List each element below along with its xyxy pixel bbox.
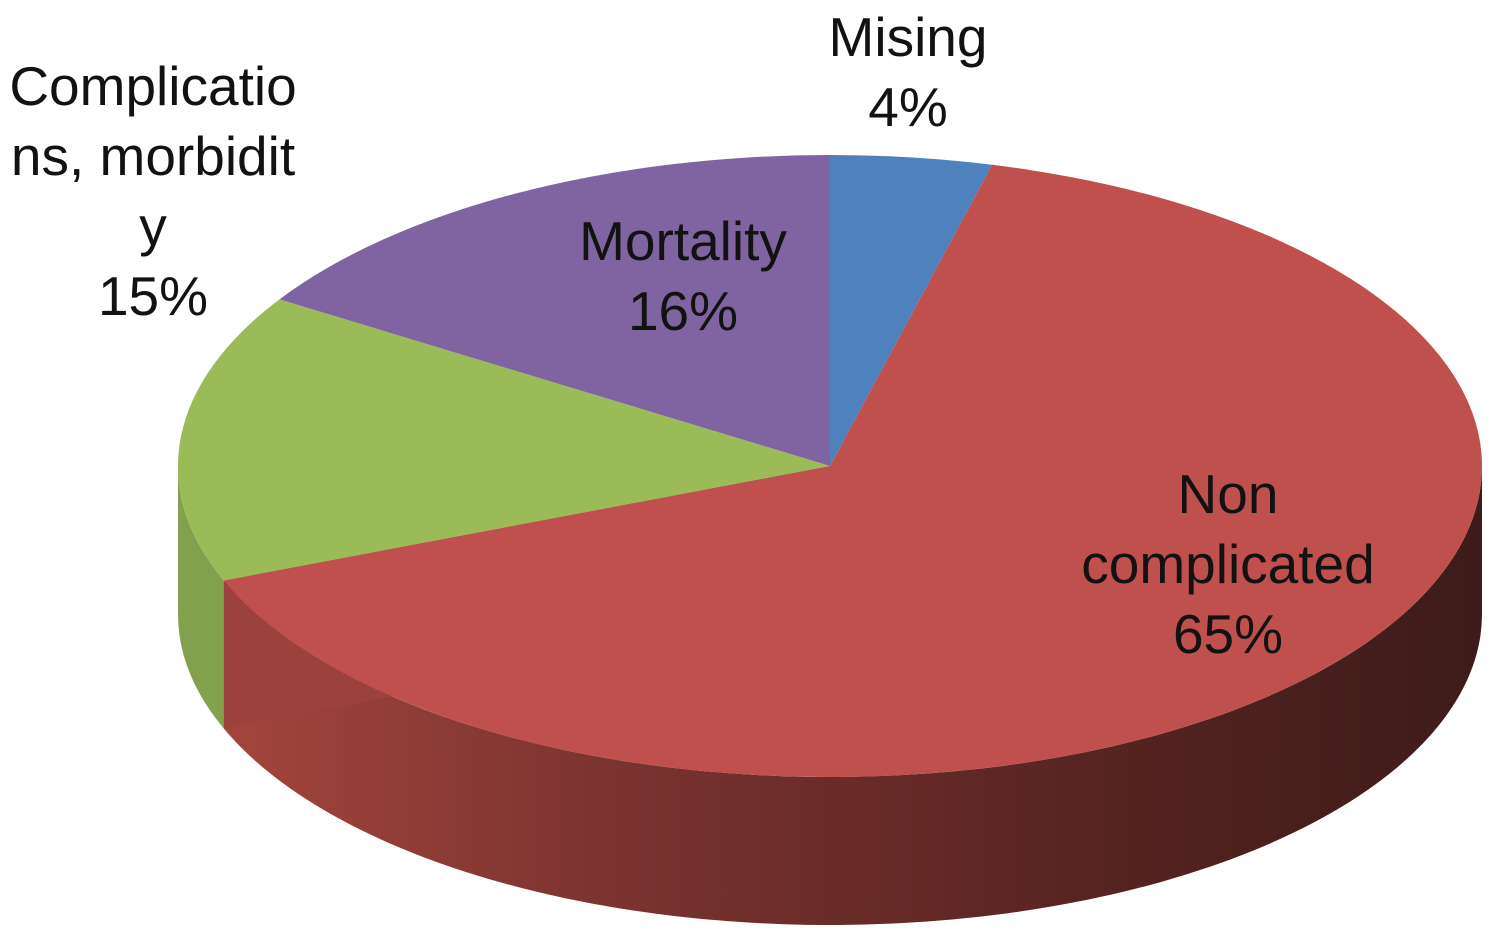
slice-label-line: ns, morbidit [10,125,296,187]
slice-label-line: y [139,195,167,257]
slice-label-line: 16% [627,280,739,342]
slice-label-line: 15% [97,265,209,327]
slice-label-line: Complicatio [9,55,297,117]
slice-label-mortality: Mortality 16% [508,206,858,346]
pie-slice-group [177,155,1482,778]
slice-label-non-complicated: Non complicated 65% [1028,459,1428,669]
pie-slice-non-complicated [223,164,1482,778]
pie-slice-mortality [279,155,831,466]
slice-label-line: Mising [828,6,988,68]
slice-label-line: 4% [868,76,948,138]
pie-side-complications-morbidity [178,466,224,729]
slice-label-mising: Mising 4% [733,2,1083,142]
slice-label-complications-morbidity: Complicatio ns, morbidit y 15% [0,51,318,331]
pie-slice-mising [830,155,993,466]
pie-side-non-complicated [223,466,1482,926]
slice-label-line: 65% [1172,603,1284,665]
slice-label-line: complicated [1081,533,1375,595]
slice-label-line: Non [1177,463,1279,525]
slice-label-line: Mortality [579,210,787,272]
pie-slice-complications-morbidity [177,299,830,581]
